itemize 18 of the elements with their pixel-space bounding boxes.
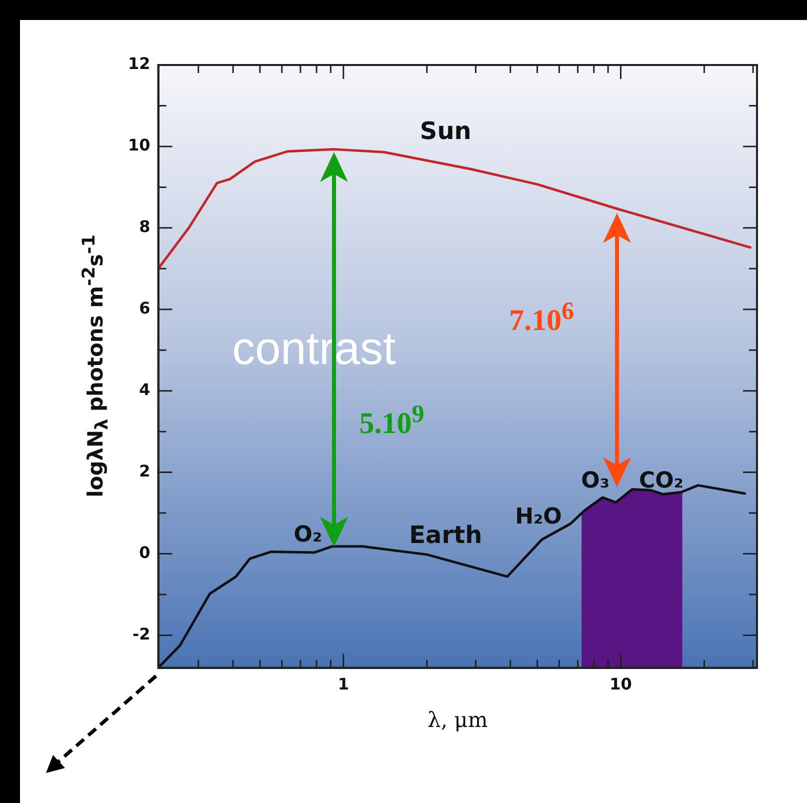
x-tick-label: 1 <box>338 674 349 694</box>
y-tick-label: 10 <box>128 136 150 155</box>
y-tick-label: 0 <box>139 542 150 562</box>
x-axis-title: λ, μm <box>428 708 488 732</box>
y-tick-label: 4 <box>139 380 150 399</box>
annotation: O₃ <box>581 468 610 494</box>
y-tick-label: 12 <box>128 54 150 74</box>
y-tick-label: 2 <box>139 461 150 480</box>
annotation: H₂O <box>515 504 562 530</box>
annotation: O₂ <box>294 522 322 548</box>
annotation: 5.10$^{9}$ <box>359 400 424 441</box>
annotation: CO₂ <box>638 468 684 494</box>
annotation: 7.10$^{6}$ <box>508 298 574 338</box>
y-tick-label: 6 <box>139 298 150 318</box>
annotation: Earth <box>409 521 482 550</box>
y-tick-label: 8 <box>139 217 150 236</box>
annotation: Sun <box>420 117 472 146</box>
y-tick-label: -2 <box>132 624 150 644</box>
